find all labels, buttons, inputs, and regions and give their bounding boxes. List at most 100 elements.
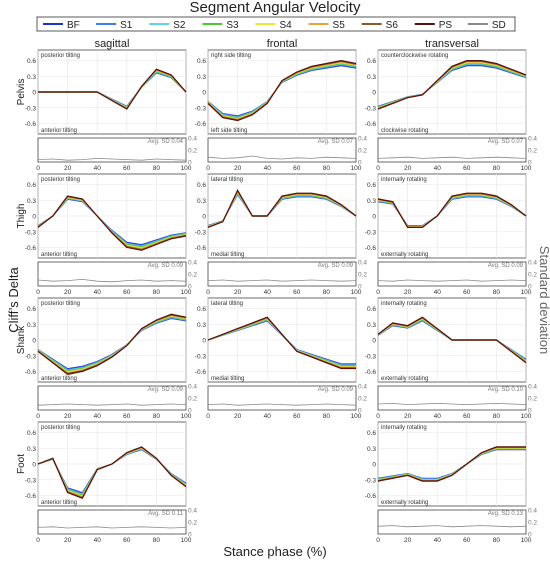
delta-tick-label: 0.3 <box>367 74 376 81</box>
avg-sd-label: Avg. SD 0.09 <box>488 263 524 269</box>
delta-tick-label: 0.6 <box>27 430 36 437</box>
avg-sd-label: Avg. SD 0.09 <box>148 263 184 269</box>
figure-title: Segment Angular Velocity <box>190 0 361 16</box>
sd-line <box>207 279 357 282</box>
delta-tick-label: 0.6 <box>367 182 376 189</box>
x-tick-label: 20 <box>404 413 412 420</box>
x-tick-label: 40 <box>264 165 272 172</box>
avg-sd-label: Avg. SD 0.11 <box>148 511 183 517</box>
x-tick-label: 0 <box>376 537 380 544</box>
avg-sd-label: Avg. SD 0.07 <box>488 139 524 145</box>
y-axis-label-right: Standard deviation <box>537 246 550 354</box>
column-title: sagittal <box>95 38 130 50</box>
direction-label-top: lateral tilting <box>211 301 243 307</box>
direction-label-bottom: medial tilting <box>211 252 244 258</box>
x-tick-label: 20 <box>404 165 412 172</box>
sd-tick-label: 0.2 <box>528 520 537 527</box>
x-tick-label: 100 <box>181 537 192 544</box>
x-tick-label: 40 <box>94 289 102 296</box>
delta-tick-label: -0.3 <box>365 105 377 112</box>
row-label: Thigh <box>16 203 27 228</box>
sd-tick-label: 0.4 <box>358 260 367 267</box>
sd-tick-label: 0.2 <box>358 272 367 279</box>
x-tick-label: 60 <box>123 413 131 420</box>
series-line <box>207 189 357 228</box>
x-tick-label: 0 <box>206 165 210 172</box>
x-tick-label: 80 <box>153 413 161 420</box>
delta-tick-label: 0 <box>372 338 376 345</box>
x-tick-label: 80 <box>153 289 161 296</box>
x-tick-label: 0 <box>36 537 40 544</box>
series-line <box>377 316 527 364</box>
sd-tick-label: 0.4 <box>188 260 197 267</box>
series-line <box>37 313 187 375</box>
delta-tick-label: 0.3 <box>27 446 36 453</box>
direction-label-bottom: anterior tilting <box>41 128 77 134</box>
sd-axes-frame <box>377 261 527 287</box>
row-label: Pelvis <box>16 79 27 106</box>
x-tick-label: 100 <box>351 165 362 172</box>
x-tick-label: 100 <box>181 289 192 296</box>
direction-label-top: posterior tilting <box>41 177 80 183</box>
avg-sd-label: Avg. SD 0.10 <box>488 387 524 393</box>
y-axis-label-left: Cliff’s Delta <box>6 266 21 332</box>
panel: 0.6 0.3 0 -0.3 -0.6 0 20 40 60 80 100 0.4 0.2 0 poster… <box>25 173 197 296</box>
sd-tick-label: 0 <box>528 284 532 291</box>
x-tick-label: 100 <box>521 289 532 296</box>
sd-line <box>377 402 527 406</box>
legend-entry: S4 <box>279 20 292 31</box>
sd-tick-label: 0.4 <box>528 260 537 267</box>
x-tick-label: 20 <box>64 537 72 544</box>
x-tick-label: 60 <box>123 537 131 544</box>
panel: 0.6 0.3 0 -0.3 -0.6 0 20 40 60 80 100 0.4 0.2 0 intern… <box>365 421 537 544</box>
sd-axes-frame <box>207 261 357 287</box>
direction-label-top: internally rotating <box>381 425 427 431</box>
x-tick-label: 60 <box>123 165 131 172</box>
x-tick-label: 40 <box>434 165 442 172</box>
delta-tick-label: 0.3 <box>367 198 376 205</box>
delta-tick-label: -0.6 <box>365 121 377 128</box>
x-tick-label: 20 <box>234 413 242 420</box>
x-tick-label: 0 <box>376 413 380 420</box>
x-tick-label: 40 <box>434 413 442 420</box>
series-line <box>38 68 187 110</box>
x-tick-label: 80 <box>323 165 331 172</box>
sd-tick-label: 0.2 <box>528 396 537 403</box>
delta-tick-label: -0.3 <box>25 105 37 112</box>
direction-label-top: posterior tilting <box>41 425 80 431</box>
delta-tick-label: 0.6 <box>27 58 36 65</box>
direction-label-top: posterior tilting <box>41 53 80 59</box>
delta-tick-label: -0.3 <box>25 229 37 236</box>
x-tick-label: 20 <box>404 289 412 296</box>
delta-tick-label: -0.6 <box>365 493 377 500</box>
delta-tick-label: 0.3 <box>197 74 206 81</box>
sd-axes-frame <box>37 509 187 535</box>
x-tick-label: 40 <box>94 413 102 420</box>
x-tick-label: 80 <box>153 537 161 544</box>
delta-tick-label: -0.6 <box>195 369 207 376</box>
x-tick-label: 100 <box>521 165 532 172</box>
direction-label-bottom: medial tilting <box>211 376 244 382</box>
legend-entry: S1 <box>120 20 133 31</box>
x-tick-label: 0 <box>206 413 210 420</box>
delta-tick-label: -0.6 <box>365 369 377 376</box>
direction-label-top: posterior tilting <box>41 301 80 307</box>
delta-tick-label: -0.6 <box>195 245 207 252</box>
delta-tick-label: -0.3 <box>365 477 377 484</box>
sd-tick-label: 0 <box>188 532 192 539</box>
delta-tick-label: 0.3 <box>197 198 206 205</box>
panel: 0.6 0.3 0 -0.3 -0.6 0 20 40 60 80 100 0.4 0.2 0 latera… <box>195 297 367 420</box>
sd-tick-label: 0.4 <box>188 136 197 143</box>
sd-tick-label: 0.2 <box>188 520 197 527</box>
sd-tick-label: 0 <box>188 284 192 291</box>
sd-tick-label: 0 <box>528 532 532 539</box>
sd-line <box>37 526 187 529</box>
delta-tick-label: 0.6 <box>27 182 36 189</box>
direction-label-bottom: anterior tilting <box>41 500 77 506</box>
delta-tick-label: 0 <box>32 90 36 97</box>
avg-sd-label: Avg. SD 0.07 <box>318 139 354 145</box>
delta-tick-label: 0.3 <box>367 446 376 453</box>
x-tick-label: 0 <box>36 289 40 296</box>
x-tick-label: 0 <box>376 289 380 296</box>
delta-tick-label: -0.3 <box>365 229 377 236</box>
